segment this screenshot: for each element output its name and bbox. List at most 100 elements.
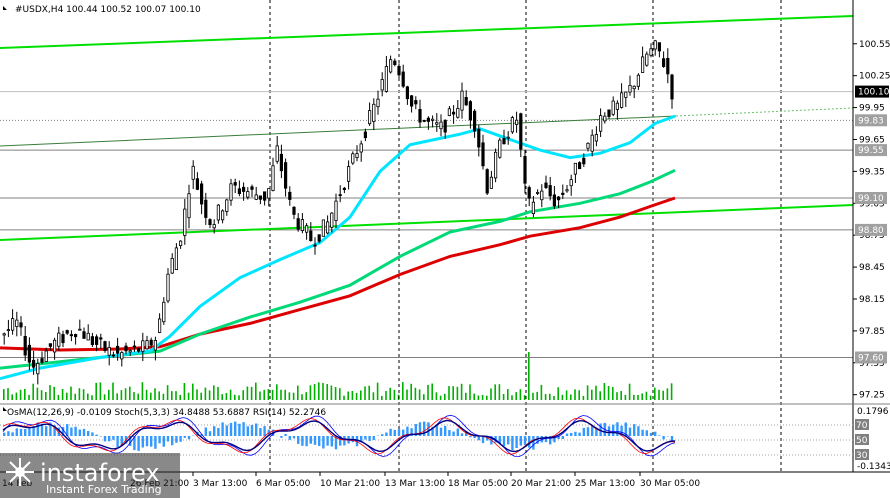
- candle[interactable]: [15, 311, 19, 337]
- candle[interactable]: [426, 116, 431, 130]
- candle[interactable]: [636, 73, 641, 90]
- candle[interactable]: [628, 75, 632, 96]
- candle[interactable]: [346, 160, 351, 190]
- candle[interactable]: [48, 343, 53, 351]
- candle[interactable]: [258, 195, 263, 205]
- candle[interactable]: [174, 243, 178, 270]
- candle[interactable]: [544, 175, 548, 189]
- candle[interactable]: [220, 209, 225, 224]
- candle[interactable]: [418, 99, 422, 128]
- candle[interactable]: [645, 51, 649, 67]
- candle[interactable]: [296, 213, 300, 232]
- candle[interactable]: [603, 112, 607, 124]
- candle[interactable]: [430, 115, 435, 128]
- candle[interactable]: [208, 218, 212, 229]
- candle[interactable]: [569, 174, 573, 196]
- candle[interactable]: [166, 268, 170, 304]
- candle[interactable]: [531, 196, 536, 218]
- candle[interactable]: [95, 334, 99, 352]
- candle[interactable]: [515, 111, 519, 133]
- candle[interactable]: [99, 333, 103, 350]
- candle[interactable]: [506, 131, 510, 145]
- candle[interactable]: [170, 253, 174, 274]
- candle[interactable]: [40, 351, 44, 365]
- price-axis[interactable]: 100.55100.2599.9599.6599.3599.0598.7598.…: [852, 0, 890, 472]
- candle[interactable]: [439, 114, 443, 137]
- candle[interactable]: [653, 39, 657, 56]
- candle[interactable]: [422, 119, 426, 123]
- candle[interactable]: [325, 215, 330, 235]
- candle[interactable]: [141, 332, 145, 362]
- candle[interactable]: [632, 85, 636, 99]
- candle[interactable]: [489, 170, 494, 189]
- candle[interactable]: [157, 313, 162, 334]
- candle[interactable]: [195, 172, 199, 191]
- candle[interactable]: [27, 337, 32, 371]
- candle[interactable]: [641, 46, 645, 73]
- candle[interactable]: [283, 158, 288, 197]
- candle[interactable]: [23, 326, 27, 361]
- candle[interactable]: [229, 178, 233, 206]
- candle[interactable]: [477, 124, 481, 157]
- candle[interactable]: [464, 90, 468, 106]
- candle[interactable]: [388, 55, 393, 74]
- candle[interactable]: [351, 151, 355, 165]
- candle[interactable]: [225, 198, 229, 216]
- candle[interactable]: [481, 134, 485, 170]
- candle[interactable]: [384, 56, 389, 93]
- candle[interactable]: [523, 149, 527, 194]
- candles[interactable]: [2, 39, 674, 385]
- candle[interactable]: [288, 186, 292, 206]
- candle[interactable]: [250, 184, 254, 198]
- candle[interactable]: [183, 198, 187, 245]
- candle[interactable]: [338, 185, 342, 203]
- candle[interactable]: [649, 43, 653, 58]
- candle[interactable]: [153, 336, 157, 361]
- candle[interactable]: [2, 332, 6, 345]
- candle[interactable]: [662, 51, 666, 68]
- candle[interactable]: [120, 351, 124, 367]
- candle[interactable]: [279, 144, 284, 179]
- candle[interactable]: [615, 100, 620, 120]
- candle[interactable]: [401, 64, 405, 89]
- candle[interactable]: [527, 185, 531, 207]
- candle[interactable]: [187, 184, 191, 229]
- candle[interactable]: [65, 329, 69, 335]
- candle[interactable]: [485, 168, 489, 195]
- candle[interactable]: [561, 184, 565, 200]
- candle[interactable]: [468, 100, 473, 129]
- candle[interactable]: [300, 213, 305, 234]
- candle[interactable]: [246, 187, 250, 200]
- candle[interactable]: [460, 82, 464, 119]
- candle[interactable]: [204, 192, 208, 225]
- candle[interactable]: [582, 153, 586, 167]
- candle[interactable]: [657, 42, 662, 58]
- candle[interactable]: [405, 85, 410, 105]
- candle[interactable]: [292, 206, 296, 220]
- candle[interactable]: [334, 193, 338, 228]
- candle[interactable]: [536, 189, 540, 195]
- candle[interactable]: [53, 337, 57, 360]
- candle[interactable]: [90, 332, 94, 347]
- candle[interactable]: [393, 58, 397, 67]
- candle[interactable]: [447, 106, 452, 117]
- candle[interactable]: [304, 223, 309, 240]
- candle[interactable]: [237, 180, 241, 197]
- candle[interactable]: [552, 186, 557, 209]
- candle[interactable]: [624, 91, 628, 107]
- candle[interactable]: [216, 204, 220, 224]
- candle[interactable]: [103, 340, 107, 353]
- candle[interactable]: [313, 237, 317, 255]
- candle[interactable]: [397, 63, 401, 81]
- candle[interactable]: [149, 337, 153, 348]
- candle[interactable]: [111, 351, 115, 358]
- candle[interactable]: [330, 212, 334, 233]
- candle[interactable]: [380, 72, 384, 97]
- candle[interactable]: [321, 219, 326, 237]
- candle[interactable]: [241, 182, 246, 201]
- candle[interactable]: [540, 184, 544, 208]
- candle[interactable]: [443, 119, 447, 139]
- candle[interactable]: [57, 326, 61, 351]
- candle[interactable]: [86, 324, 90, 341]
- candle[interactable]: [132, 340, 136, 352]
